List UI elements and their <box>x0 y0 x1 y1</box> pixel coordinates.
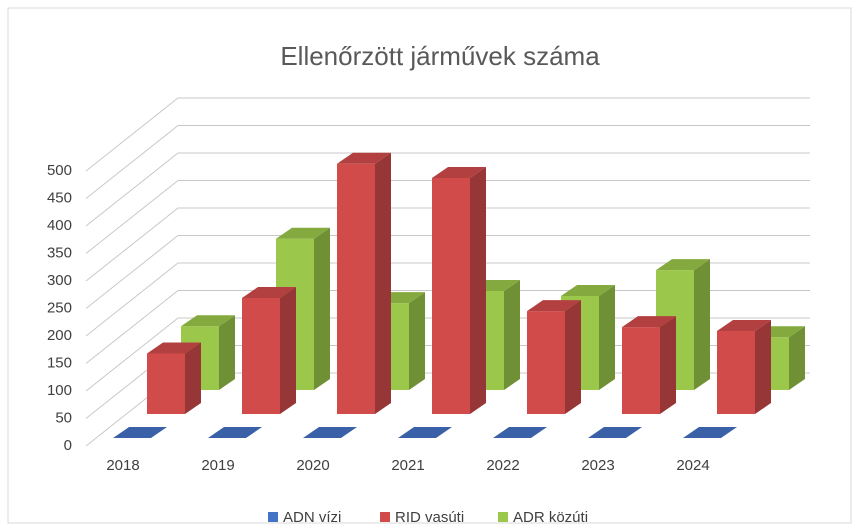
bar-front <box>717 330 755 414</box>
bar-top <box>588 427 642 438</box>
bar <box>527 300 581 414</box>
grid-line <box>85 180 810 254</box>
grid-line <box>85 262 810 337</box>
legend-swatch <box>380 512 390 522</box>
y-tick-label: 50 <box>55 409 72 426</box>
bar-front <box>242 297 280 414</box>
y-tick-label: 200 <box>47 327 72 344</box>
chart-border <box>7 7 852 524</box>
bar-side <box>660 316 676 414</box>
grid-line <box>85 125 810 199</box>
grid <box>85 97 810 447</box>
y-tick-label: 100 <box>47 382 72 399</box>
x-tick-label: 2022 <box>486 457 519 474</box>
bar-top <box>242 286 296 298</box>
bar-top <box>113 427 167 438</box>
bar-side <box>375 152 391 414</box>
y-tick-label: 250 <box>47 299 72 316</box>
legend-swatch <box>498 512 508 522</box>
bar-top <box>181 315 235 327</box>
bar-front <box>147 353 185 414</box>
bar-top <box>432 167 486 179</box>
bar <box>208 427 262 438</box>
x-tick-label: 2020 <box>296 457 329 474</box>
bar <box>303 427 357 438</box>
y-tick-label: 400 <box>47 217 72 234</box>
bar-side <box>219 315 235 390</box>
bar-front <box>337 163 375 414</box>
grid-line <box>85 235 810 309</box>
bar-top <box>656 259 710 271</box>
bar-top <box>337 152 391 164</box>
bar-top <box>147 342 201 354</box>
bar-side <box>504 280 520 390</box>
bar <box>337 152 391 414</box>
bar-side <box>314 227 330 390</box>
bars <box>113 152 805 438</box>
y-tick-label: 0 <box>64 437 72 454</box>
legend-swatch <box>268 512 278 522</box>
chart-title: Ellenőrzött járművek száma <box>280 41 600 71</box>
bar-top <box>303 427 357 438</box>
x-tick-label: 2023 <box>581 457 614 474</box>
bar <box>147 342 201 414</box>
x-tick-label: 2021 <box>391 457 424 474</box>
grid-line <box>85 152 810 227</box>
x-tick-label: 2019 <box>201 457 234 474</box>
bar <box>622 316 676 414</box>
y-tick-label: 150 <box>47 354 72 371</box>
bar <box>717 319 771 414</box>
y-tick-label: 300 <box>47 272 72 289</box>
bar <box>683 427 737 438</box>
bar-side <box>789 326 805 390</box>
bar-front <box>432 178 470 414</box>
bar-side <box>599 284 615 390</box>
x-tick-label: 2024 <box>676 457 709 474</box>
bar-front <box>527 311 565 414</box>
bar <box>113 427 167 438</box>
bar-top <box>683 427 737 438</box>
legend-label: RID vasúti <box>395 509 464 526</box>
bar-side <box>185 342 201 414</box>
bar-side <box>409 292 425 390</box>
legend-label: ADN vízi <box>283 509 341 526</box>
bar <box>398 427 452 438</box>
y-tick-label: 500 <box>47 162 72 179</box>
grid-line <box>85 207 810 282</box>
bar-side <box>755 319 771 414</box>
y-tick-label: 350 <box>47 244 72 261</box>
bar <box>588 427 642 438</box>
bar-front <box>622 327 660 414</box>
bar-side <box>470 167 486 414</box>
bar-side <box>280 286 296 414</box>
bar <box>493 427 547 438</box>
bar-top <box>208 427 262 438</box>
x-tick-label: 2018 <box>106 457 139 474</box>
bar-top <box>622 316 676 328</box>
bar-side <box>694 259 710 390</box>
bar <box>432 167 486 414</box>
bar-top <box>276 227 330 239</box>
bar-top <box>398 427 452 438</box>
bar-top <box>561 284 615 296</box>
y-tick-label: 450 <box>47 189 72 206</box>
bar-top <box>717 319 771 331</box>
bar-top <box>527 300 581 312</box>
bar <box>242 286 296 414</box>
grid-line <box>85 97 810 172</box>
bar-side <box>565 300 581 414</box>
legend-label: ADR közúti <box>513 509 588 526</box>
bar-top <box>493 427 547 438</box>
